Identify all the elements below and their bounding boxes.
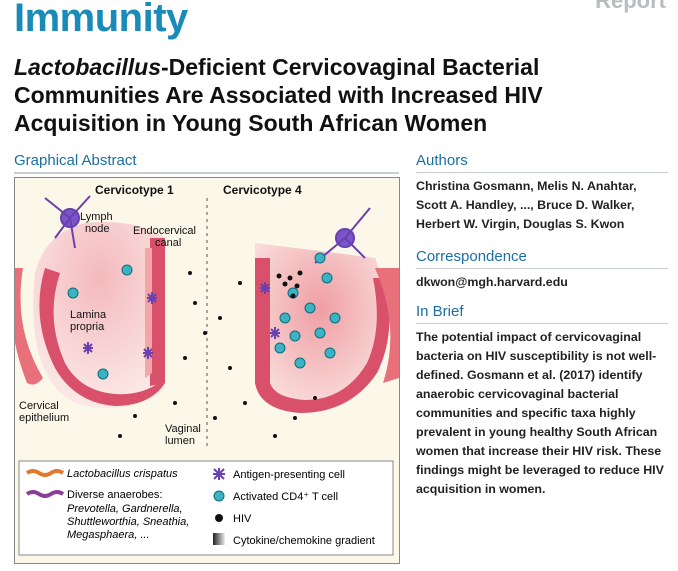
in-brief-heading: In Brief <box>416 303 668 324</box>
anaerobes-icon <box>25 490 65 498</box>
label-lymph: Lymph <box>80 211 113 223</box>
label-cervical: Cervical <box>19 400 59 412</box>
correspondence-heading: Correspondence <box>416 248 668 269</box>
brief-line: findings might be leveraged to reduce HI… <box>416 463 664 477</box>
right-tissue <box>255 243 399 413</box>
legend-lacto: Lactobacillus crispatus <box>67 468 178 480</box>
legend-anaerobes-3: Megasphaera, ... <box>67 529 150 541</box>
brief-line: bacteria on HIV susceptibility is not we… <box>416 349 657 363</box>
brief-line: communities and specific taxa highly <box>416 406 636 420</box>
graphical-abstract-figure: Cervicotype 1 Cervicotype 4 Lymph node E… <box>14 177 400 564</box>
apcs <box>83 282 280 359</box>
legend-anaerobes: Diverse anaerobes: <box>67 489 162 501</box>
in-brief-text: The potential impact of cervicovaginal b… <box>416 328 668 499</box>
title-italic: Lactobacillus <box>14 54 161 80</box>
t-cells <box>67 252 341 380</box>
label-cervicotype4: Cervicotype 4 <box>223 183 302 197</box>
label-lamina: Lamina <box>70 309 107 321</box>
title-rest: -Deficient Cervicovaginal Bacterial Comm… <box>14 54 543 136</box>
label-lumen: lumen <box>165 435 195 447</box>
label-endocervical: Endocervical <box>133 225 196 237</box>
brief-line: women that increase their HIV risk. Thes… <box>416 444 662 458</box>
lymph-nodes <box>44 195 371 264</box>
brief-line: defined. Gosmann et al. (2017) identify <box>416 368 643 382</box>
apc-icon <box>213 468 225 480</box>
brief-line: The potential impact of cervicovaginal <box>416 330 642 344</box>
lacto-icon <box>25 469 65 477</box>
brief-line: prevalent in young healthy South African <box>416 425 658 439</box>
label-vaginal: Vaginal <box>165 423 201 435</box>
label-propria: propria <box>70 321 105 333</box>
correspondence-section: Correspondence dkwon@mgh.harvard.edu <box>416 248 668 292</box>
author-line: Scott A. Handley, ..., Bruce D. Walker, <box>416 198 635 212</box>
legend-anaerobes-1: Prevotella, Gardnerella, <box>67 503 183 515</box>
authors-list: Christina Gosmann, Melis N. Anahtar, Sco… <box>416 177 668 234</box>
correspondence-email[interactable]: dkwon@mgh.harvard.edu <box>416 275 568 289</box>
label-cervicotype1: Cervicotype 1 <box>95 183 174 197</box>
brief-line: acquisition in women. <box>416 482 546 496</box>
author-line: Christina Gosmann, Melis N. Anahtar, <box>416 179 637 193</box>
legend: Lactobacillus crispatus Diverse anaerobe… <box>18 460 394 556</box>
article-title: Lactobacillus-Deficient Cervicovaginal B… <box>14 53 664 137</box>
legend-tcell: Activated CD4⁺ T cell <box>233 491 338 503</box>
legend-apc: Antigen-presenting cell <box>233 469 345 481</box>
label-epithelium: epithelium <box>19 412 69 424</box>
author-line: Herbert W. Virgin, Douglas S. Kwon <box>416 217 625 231</box>
graphical-abstract-svg: Cervicotype 1 Cervicotype 4 Lymph node E… <box>15 183 399 556</box>
legend-gradient: Cytokine/chemokine gradient <box>233 535 375 547</box>
tcell-icon <box>213 490 225 502</box>
hiv-icon <box>215 514 223 522</box>
article-type: Report <box>595 0 666 13</box>
authors-section: Authors Christina Gosmann, Melis N. Anah… <box>416 152 668 234</box>
legend-anaerobes-2: Shuttleworthia, Sneathia, <box>67 516 189 528</box>
brief-line: anaerobic cervicovaginal bacterial <box>416 387 619 401</box>
authors-heading: Authors <box>416 152 668 173</box>
label-canal: canal <box>155 237 181 249</box>
hiv-particles <box>118 270 317 438</box>
divider <box>14 172 399 174</box>
label-node: node <box>85 223 109 235</box>
journal-name: Immunity <box>14 0 188 40</box>
graphical-abstract-heading: Graphical Abstract <box>14 152 137 169</box>
gradient-icon <box>213 533 225 545</box>
in-brief-section: In Brief The potential impact of cervico… <box>416 303 668 499</box>
legend-hiv: HIV <box>233 513 252 525</box>
